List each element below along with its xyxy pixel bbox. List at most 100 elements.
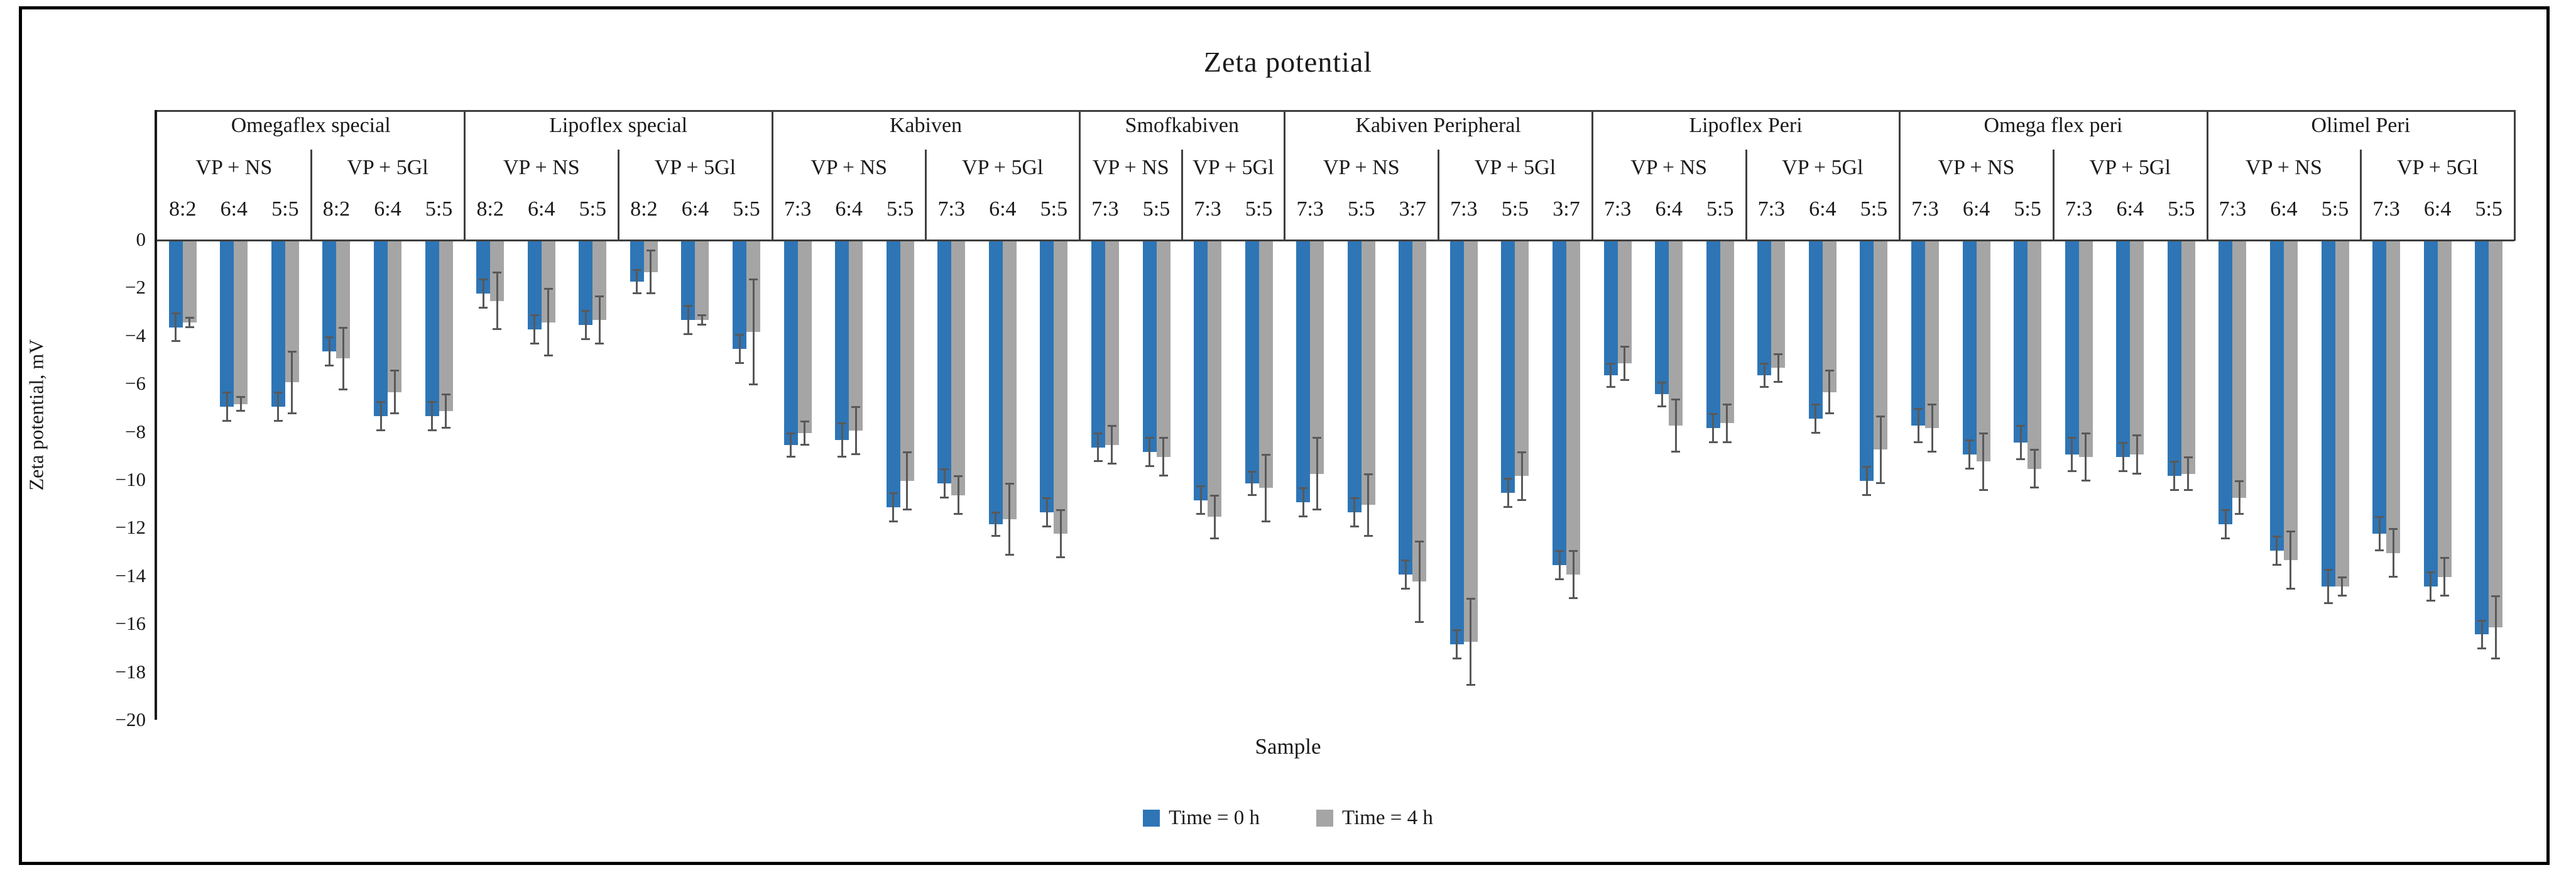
bar-time4 <box>2078 241 2093 457</box>
error-bar-cap <box>2119 470 2128 472</box>
chart-title: Zeta potential <box>1203 46 1373 78</box>
error-bar-cap <box>2389 528 2398 531</box>
error-bar-cap <box>902 508 912 510</box>
ratio-label: 5:5 <box>1706 197 1734 221</box>
error-bar-cap <box>632 268 641 271</box>
bar-time4 <box>2283 241 2298 561</box>
error-bar-cap <box>1876 415 1886 417</box>
error-bar-cap <box>1928 451 1936 453</box>
error-bar-cap <box>1825 370 1834 372</box>
group-divider-line <box>464 110 466 241</box>
ratio-label: 5:5 <box>1860 197 1888 221</box>
error-bar <box>1367 473 1370 536</box>
error-bar-cap <box>1401 559 1411 562</box>
error-bar-cap <box>1569 549 1578 552</box>
subgroup-header: VP + NS <box>1630 156 1708 179</box>
error-bar <box>1865 466 1868 495</box>
error-bar-cap <box>2286 587 2295 590</box>
y-tick-label: −18 <box>115 660 146 683</box>
error-bar-cap <box>595 343 604 345</box>
bar-time0 <box>2321 241 2335 587</box>
subgroup-header: VP + 5Gl <box>347 156 428 179</box>
error-bar <box>2085 432 2087 481</box>
bar-time0 <box>2167 241 2181 476</box>
error-bar-cap <box>1093 432 1103 434</box>
error-bar-cap <box>1005 554 1014 556</box>
error-bar-cap <box>2440 557 2449 559</box>
error-bar-cap <box>390 370 400 372</box>
legend: Time = 0 h Time = 4 h <box>0 807 2576 830</box>
bar-time4 <box>490 241 505 301</box>
error-bar-cap <box>287 412 297 415</box>
error-bar-cap <box>940 496 949 498</box>
bar-time4 <box>388 241 402 392</box>
error-bar <box>2019 426 2022 460</box>
bar-time4 <box>1258 241 1273 488</box>
bar-time4 <box>2437 241 2452 577</box>
y-tick-label: −12 <box>115 516 146 539</box>
error-bar-cap <box>1466 598 1475 600</box>
error-bar-cap <box>2477 619 2487 622</box>
error-bar-cap <box>1210 494 1220 497</box>
error-bar <box>1302 488 1304 517</box>
error-bar <box>1674 399 1677 453</box>
subgroup-header: VP + 5Gl <box>1782 156 1864 179</box>
error-bar-cap <box>2081 432 2090 434</box>
bar-time0 <box>2014 241 2028 443</box>
ratio-label: 7:3 <box>2372 197 2400 221</box>
error-bar <box>2224 509 2227 539</box>
error-bar <box>804 421 806 445</box>
bar-time0 <box>1808 241 1823 419</box>
error-bar-cap <box>1978 489 1988 492</box>
error-bar-cap <box>2491 657 2501 659</box>
ratio-label: 3:7 <box>1553 197 1580 221</box>
error-bar-cap <box>1005 482 1014 485</box>
error-bar-cap <box>1504 478 1513 480</box>
error-bar-cap <box>1774 353 1783 355</box>
y-tick-label: −4 <box>125 324 146 346</box>
ratio-label: 7:3 <box>1091 197 1119 221</box>
error-bar <box>1777 353 1779 383</box>
error-bar <box>2187 456 2190 491</box>
error-bar-cap <box>1876 482 1886 484</box>
error-bar <box>1520 452 1523 500</box>
error-bar <box>1316 438 1318 510</box>
error-bar-cap <box>1914 441 1923 443</box>
error-bar-cap <box>1196 513 1206 515</box>
error-bar-cap <box>888 492 898 495</box>
bar-time0 <box>1706 241 1720 428</box>
error-bar-cap <box>2272 535 2281 537</box>
error-bar <box>1008 483 1011 556</box>
error-bar <box>1624 346 1626 380</box>
error-bar <box>1353 497 1356 527</box>
y-tick-label: −20 <box>115 708 146 730</box>
error-bar-cap <box>1657 382 1667 384</box>
error-bar <box>1199 485 1202 515</box>
error-bar <box>1507 478 1509 507</box>
error-bar-cap <box>1606 362 1615 365</box>
bar-time4 <box>1361 241 1375 505</box>
error-bar-cap <box>543 355 553 357</box>
error-bar <box>328 336 330 366</box>
error-bar <box>1982 432 1985 491</box>
error-bar-cap <box>1452 657 1461 659</box>
error-bar <box>496 272 498 330</box>
bar-time4 <box>2335 241 2349 587</box>
error-bar <box>1251 471 1253 495</box>
error-bar-cap <box>1210 537 1220 539</box>
error-bar <box>841 423 843 457</box>
ratio-label: 7:3 <box>1757 197 1786 221</box>
ratio-label: 7:3 <box>1911 197 1939 221</box>
ratio-label: 5:5 <box>886 197 914 221</box>
y-tick-label: −6 <box>125 372 146 395</box>
error-bar-cap <box>1825 412 1834 415</box>
bar-time4 <box>1874 241 1888 450</box>
bar-time0 <box>374 241 388 416</box>
error-bar-cap <box>684 305 693 307</box>
bar-time0 <box>271 241 285 407</box>
error-bar-cap <box>838 455 847 458</box>
error-bar <box>2430 572 2432 601</box>
error-bar-cap <box>2477 647 2487 650</box>
ratio-label: 5:5 <box>733 197 760 221</box>
